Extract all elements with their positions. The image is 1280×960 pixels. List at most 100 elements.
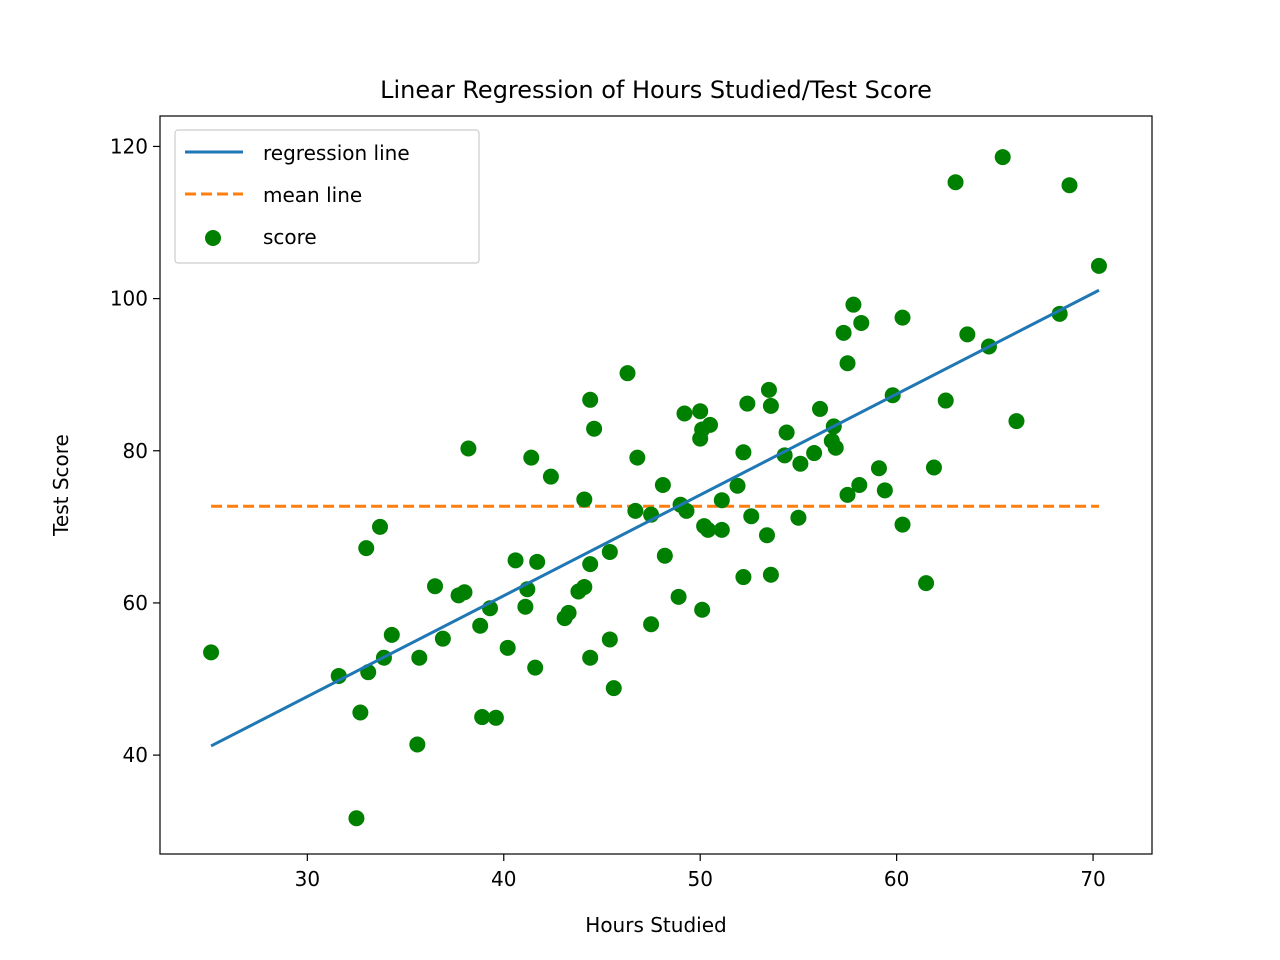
score-point (576, 491, 593, 508)
score-point (851, 477, 868, 493)
x-tick-label: 60 (884, 867, 909, 891)
score-point (527, 659, 544, 676)
score-point (472, 617, 489, 634)
score-point (729, 477, 746, 494)
score-point (735, 444, 752, 461)
score-point (776, 447, 793, 464)
score-point (853, 314, 870, 331)
x-axis: 30 40 50 60 70 (295, 854, 1106, 891)
legend-score-swatch (205, 230, 221, 246)
chart-title: Linear Regression of Hours Studied/Test … (380, 76, 932, 104)
score-point (627, 502, 644, 519)
score-point (758, 527, 775, 544)
score-point (629, 449, 646, 466)
score-point (372, 518, 389, 535)
y-tick-label: 80 (123, 439, 148, 463)
score-point (456, 584, 473, 601)
score-point (358, 540, 375, 557)
score-point (994, 149, 1011, 166)
score-point (601, 631, 618, 648)
score-point (517, 598, 534, 615)
score-point (713, 492, 730, 509)
score-point (792, 455, 809, 472)
score-point (560, 604, 577, 621)
score-point (643, 616, 660, 633)
score-point (845, 296, 862, 313)
legend: regression line mean line score (174, 129, 480, 264)
x-axis-label: Hours Studied (585, 913, 726, 937)
score-point (839, 355, 856, 372)
score-point (619, 365, 636, 382)
plot-content (203, 149, 1107, 827)
score-point (507, 552, 524, 569)
score-point (676, 405, 693, 422)
score-point (348, 810, 365, 827)
legend-box (174, 129, 480, 264)
score-point (700, 521, 717, 538)
score-point (876, 482, 893, 499)
y-axis-label: Test Score (49, 434, 73, 537)
score-point (947, 174, 964, 191)
score-point (352, 704, 369, 721)
score-point (702, 416, 719, 433)
y-tick-label: 60 (123, 591, 148, 615)
score-point (582, 649, 599, 666)
score-point (1061, 177, 1078, 194)
score-point (918, 575, 935, 592)
score-point (586, 420, 603, 437)
score-point (694, 601, 711, 618)
score-point (670, 588, 687, 605)
score-point (427, 578, 444, 595)
score-point (523, 449, 540, 466)
x-tick-label: 40 (491, 867, 516, 891)
score-point (959, 326, 976, 343)
score-point (499, 639, 516, 656)
score-point (582, 556, 599, 573)
x-tick-label: 50 (687, 867, 712, 891)
score-point (1008, 413, 1025, 430)
score-point (203, 644, 220, 661)
x-tick-label: 30 (295, 867, 320, 891)
y-tick-label: 100 (110, 287, 148, 311)
score-point (894, 516, 911, 533)
legend-regression-label: regression line (263, 141, 410, 165)
plot-frame (159, 115, 1153, 855)
score-point (894, 309, 911, 326)
score-point (434, 630, 451, 647)
score-point (925, 459, 942, 476)
score-point (582, 391, 599, 408)
score-point (735, 569, 752, 586)
y-tick-label: 40 (123, 743, 148, 767)
y-tick-label: 120 (110, 134, 148, 158)
score-point (656, 547, 673, 564)
score-point (790, 509, 807, 526)
score-point (678, 502, 695, 519)
score-point (835, 324, 852, 341)
score-point (474, 709, 491, 726)
score-point (806, 445, 823, 462)
score-point (542, 468, 559, 485)
score-point (762, 566, 779, 583)
score-point (937, 392, 954, 409)
score-point (487, 709, 504, 726)
score-point (605, 680, 622, 697)
legend-mean-label: mean line (263, 183, 362, 207)
score-point (409, 736, 426, 753)
legend-score-label: score (263, 225, 317, 249)
y-axis: 40 60 80 100 120 (110, 134, 160, 767)
score-point (576, 578, 593, 595)
score-point (739, 395, 756, 412)
regression-line (210, 288, 1100, 748)
score-point (760, 381, 777, 398)
score-point (692, 403, 709, 420)
score-point (460, 440, 477, 457)
score-point (870, 460, 887, 477)
score-point (654, 477, 671, 493)
score-point (383, 626, 400, 643)
score-point (713, 521, 730, 538)
score-point (411, 649, 428, 666)
score-point (839, 486, 856, 503)
score-point (762, 397, 779, 414)
score-point (601, 543, 618, 560)
